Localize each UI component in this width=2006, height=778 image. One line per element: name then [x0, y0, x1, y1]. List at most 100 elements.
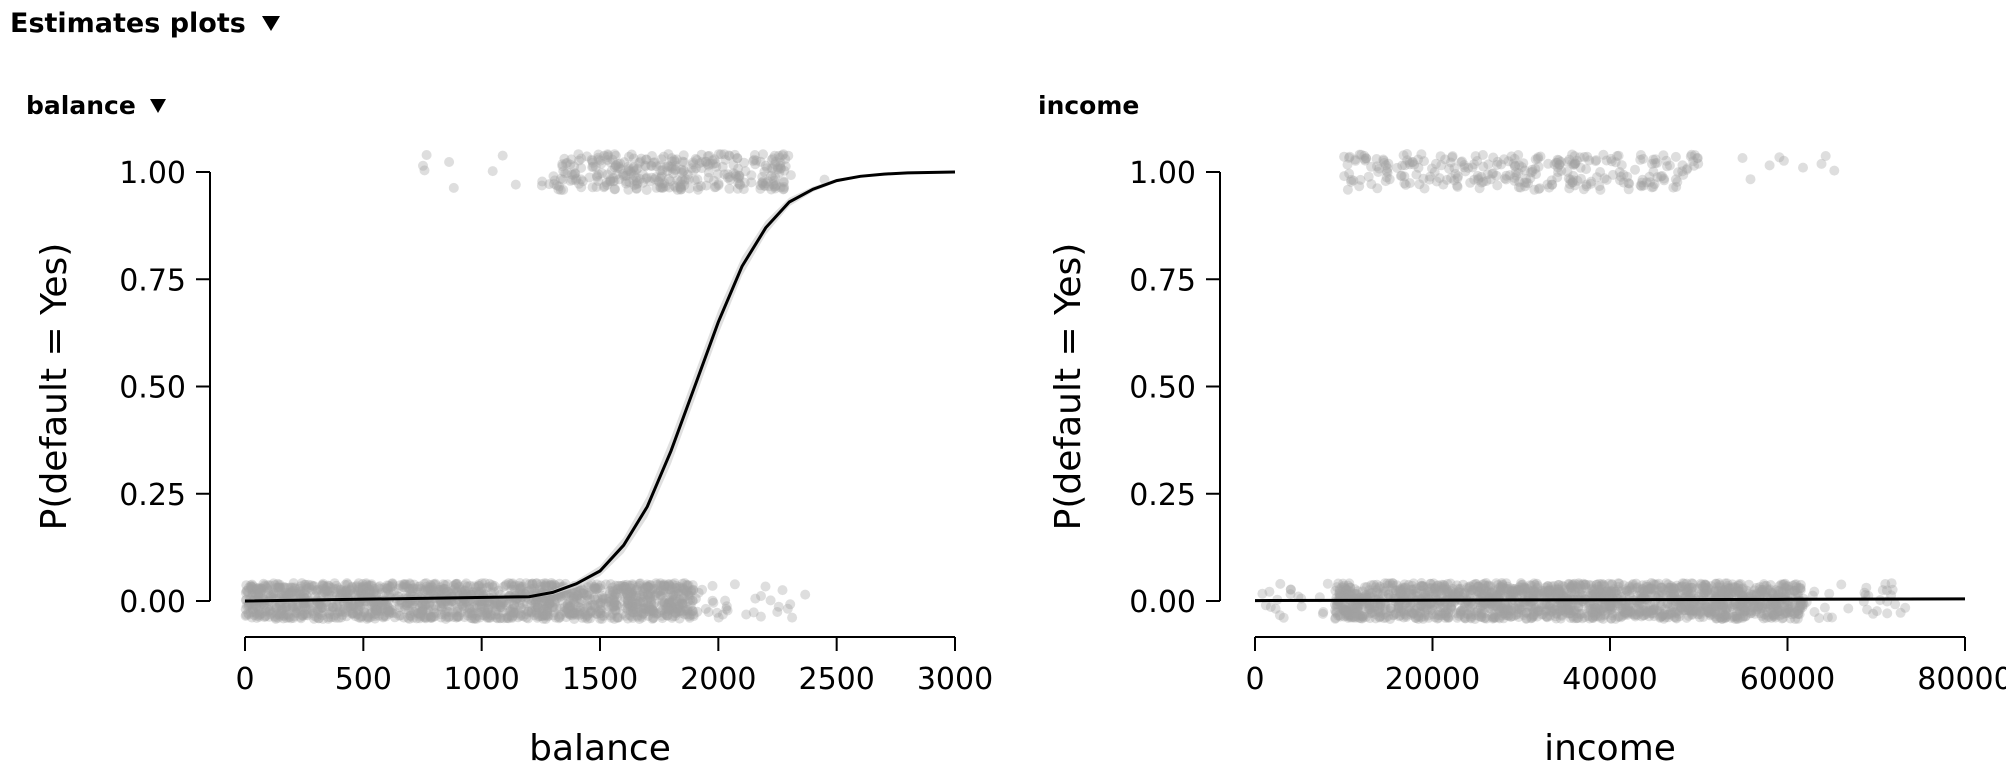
data-point	[418, 160, 428, 171]
data-point	[1489, 600, 1500, 611]
data-point	[565, 587, 576, 598]
data-point	[597, 592, 608, 603]
data-point	[527, 579, 537, 590]
data-point	[320, 584, 331, 595]
data-point	[324, 586, 335, 597]
data-point	[627, 596, 638, 607]
data-point	[1681, 164, 1692, 175]
data-point	[1489, 611, 1500, 622]
data-point	[586, 606, 597, 616]
data-point	[405, 610, 416, 621]
data-point	[1501, 174, 1512, 185]
data-point	[250, 588, 261, 599]
data-point	[452, 605, 463, 616]
data-point	[529, 583, 540, 594]
data-point	[311, 604, 322, 615]
data-point	[440, 613, 451, 624]
data-point	[314, 599, 325, 610]
data-point	[484, 612, 495, 623]
balance-panel-header[interactable]: balance	[26, 91, 166, 120]
data-point	[539, 596, 550, 607]
data-point	[622, 590, 633, 601]
data-point	[568, 607, 579, 618]
data-point	[634, 614, 645, 624]
data-point	[323, 612, 334, 623]
data-point	[379, 610, 390, 621]
data-point	[406, 608, 417, 619]
data-point	[265, 609, 276, 620]
data-point	[608, 602, 619, 613]
data-point	[281, 609, 292, 620]
estimates-plots-header[interactable]: Estimates plots	[10, 8, 280, 39]
data-point	[682, 580, 693, 591]
data-point	[1554, 159, 1565, 170]
data-point	[471, 613, 482, 624]
data-point	[370, 604, 381, 615]
data-point	[302, 608, 313, 619]
data-point	[384, 606, 395, 617]
data-point	[240, 587, 251, 598]
data-point	[595, 608, 606, 619]
data-point	[395, 580, 406, 591]
data-point	[612, 592, 622, 603]
data-point	[318, 578, 329, 589]
data-point	[582, 613, 593, 624]
data-point	[358, 585, 368, 596]
data-point	[1438, 179, 1449, 190]
triangle-down-icon[interactable]	[261, 16, 280, 31]
data-point	[476, 598, 487, 609]
data-point	[479, 603, 490, 614]
data-point	[332, 600, 343, 611]
data-point	[313, 613, 324, 624]
data-point	[659, 597, 670, 608]
data-point	[477, 583, 488, 594]
data-point	[380, 586, 391, 597]
data-point	[307, 606, 318, 617]
data-point	[728, 160, 739, 170]
data-point	[308, 602, 319, 613]
data-point	[678, 606, 689, 617]
data-point	[413, 581, 423, 592]
data-point	[1616, 160, 1627, 171]
data-point	[507, 603, 518, 614]
data-point	[248, 606, 259, 617]
data-point	[598, 593, 609, 604]
data-point	[640, 604, 651, 615]
data-point	[635, 578, 646, 589]
y-axis-label: P(default = Yes)	[34, 243, 75, 531]
data-point	[724, 172, 735, 182]
data-point	[253, 582, 264, 593]
data-point	[648, 613, 659, 623]
data-point	[638, 591, 649, 602]
data-point	[509, 600, 520, 611]
data-point	[643, 582, 654, 593]
data-point	[283, 588, 294, 598]
data-point	[613, 584, 623, 594]
data-point	[632, 611, 643, 622]
data-point	[546, 579, 557, 590]
data-point	[393, 583, 404, 594]
x-axis-label: balance	[529, 728, 671, 769]
data-point	[559, 602, 570, 613]
data-point	[400, 604, 410, 615]
data-point	[712, 607, 723, 618]
data-point	[569, 608, 580, 619]
data-point	[1553, 580, 1564, 590]
data-point	[631, 598, 642, 609]
data-point	[343, 601, 354, 612]
data-point	[367, 581, 378, 591]
data-point	[350, 611, 361, 622]
data-point	[260, 611, 271, 622]
data-point	[688, 585, 699, 596]
data-point	[452, 611, 463, 622]
data-point	[452, 603, 463, 614]
data-point	[610, 588, 621, 599]
triangle-down-icon[interactable]	[149, 98, 166, 113]
data-point	[627, 588, 638, 599]
data-point	[629, 607, 640, 618]
data-point	[261, 582, 272, 593]
data-point	[664, 584, 675, 595]
data-point	[273, 582, 283, 593]
data-point	[1634, 606, 1644, 617]
data-point	[527, 578, 538, 589]
